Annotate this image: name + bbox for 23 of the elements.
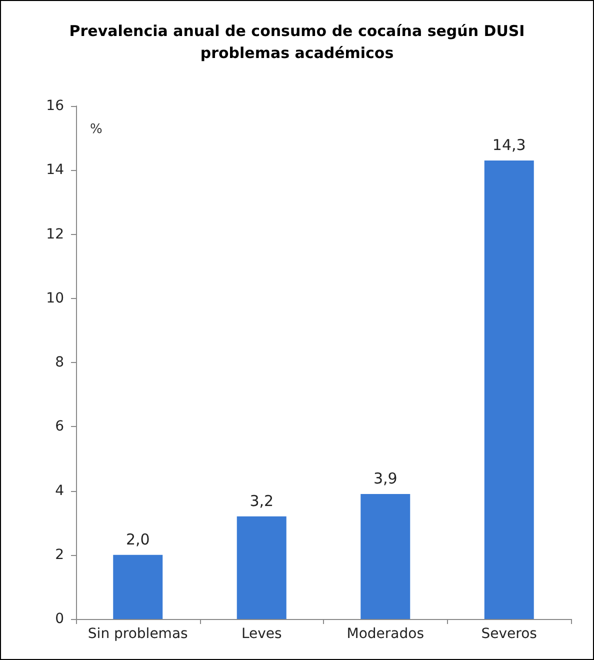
y-tick-label: 6	[55, 418, 64, 435]
data-label: 2,0	[126, 530, 150, 548]
y-axis-title: %	[90, 122, 102, 137]
x-tick-label: Sin problemas	[88, 626, 188, 642]
bar	[113, 554, 163, 619]
y-tick-label: 14	[46, 162, 64, 178]
y-tick-label: 4	[55, 482, 64, 499]
x-tick-label: Leves	[241, 626, 282, 642]
y-tick-label: 2	[55, 546, 64, 563]
x-tick-label: Severos	[481, 626, 537, 642]
bar	[360, 494, 410, 619]
y-tick-label: 16	[46, 98, 64, 114]
bar	[484, 160, 534, 619]
chart-title: Prevalencia anual de consumo de cocaína según DUSI problemas académicos	[69, 22, 525, 62]
data-label: 3,2	[250, 492, 274, 510]
y-tick-label: 8	[55, 354, 64, 370]
data-label: 14,3	[492, 136, 526, 154]
y-tick-label: 0	[55, 611, 64, 627]
y-tick-label: 12	[46, 226, 64, 242]
bar	[236, 516, 286, 619]
y-tick-label: 10	[46, 290, 64, 306]
data-label: 3,9	[373, 469, 398, 488]
x-tick-label: Moderados	[346, 626, 424, 642]
